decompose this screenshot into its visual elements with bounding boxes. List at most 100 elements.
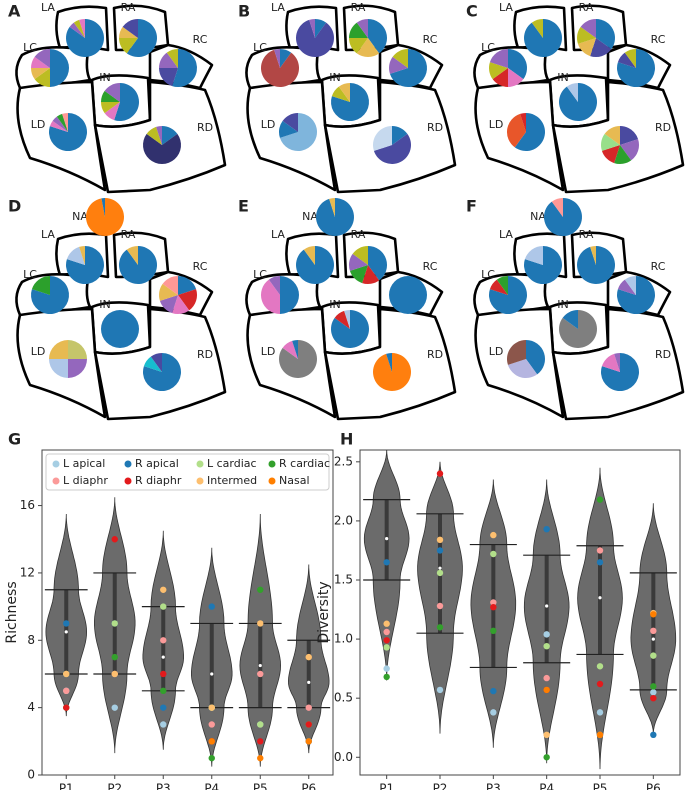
legend-marker [124,477,132,485]
pie-slice [261,279,280,314]
data-point [383,673,390,681]
lobe-label: RD [655,121,671,134]
pie-slice [373,353,412,391]
lobe-label: LD [261,118,276,131]
pie-slice [577,38,596,57]
lobe-label: RA [579,1,594,14]
pie-slice [79,19,85,38]
pie-slice [66,246,85,265]
lobe-label: RA [579,228,594,241]
data-point [160,687,167,695]
data-point [596,663,604,670]
pie-slice [280,276,299,314]
pie-slice [101,198,105,217]
pie-slice [489,49,508,68]
pie-slice [303,246,315,265]
data-point [436,624,444,631]
data-point [257,586,264,593]
pie-slice [601,133,620,151]
pie-slice [79,246,85,265]
lobe-label: RD [427,348,443,361]
data-point [490,531,497,539]
y-tick-label: 0.5 [334,691,353,705]
pie-slice [624,49,636,68]
pie-slice [368,246,387,281]
lobe-label: RD [655,348,671,361]
data-point [436,686,444,694]
lobe-label: IN [99,298,110,311]
data-point [650,683,657,690]
y-tick-label: 12 [20,565,35,579]
panel: D NA LA RA LC RC IN LD RD [8,197,227,421]
data-point [111,704,118,711]
lobe-label: IN [557,71,568,84]
pie-slice [126,19,157,57]
panel: E NA LA RA LC RC IN LD RD [238,197,457,421]
pie-slice [362,265,380,284]
pie-slice [268,276,280,295]
pie-slice [344,310,350,329]
pie-slice [31,276,50,295]
data-point [257,620,264,627]
pie-slice [156,126,162,145]
pie-slice [159,295,178,314]
pie-slice [279,120,298,138]
pie-slice [617,279,636,295]
panel-letter: F [466,197,477,216]
median-dot [258,663,262,668]
data-point [436,536,444,544]
pie-slice [329,198,335,217]
pie-slice [624,276,636,295]
plot-frame [41,449,334,776]
data-point [650,694,657,702]
data-point [160,586,167,593]
pie-slice [507,113,526,148]
data-point [63,704,70,711]
lobe-label: RA [351,1,366,14]
x-tick-label: P2 [107,782,122,790]
pie-slice [524,246,543,265]
pie-slice [101,102,120,114]
pie-slice [601,145,620,164]
data-point [111,653,118,661]
pie-slice [119,26,138,38]
pie-slice [52,116,68,132]
pie-slice [68,359,87,378]
y-tick-label: 16 [20,498,35,512]
pie-slice [73,19,85,38]
data-point [257,738,264,745]
pie-slice [614,353,620,372]
pie-slice [31,68,50,80]
panel-letter: H [340,430,353,449]
data-point [111,620,118,627]
pie-slice [68,340,87,359]
pie-slice [492,68,508,87]
pie-slice [356,38,380,58]
data-point [543,642,550,650]
data-point [63,670,70,678]
pie-slice [508,49,527,80]
median-dot [651,637,655,641]
pie-slice [114,83,139,122]
data-point [650,731,657,739]
pie-slice [562,310,578,329]
data-point [436,470,444,477]
data-point [596,680,604,688]
pie-slice [166,49,178,68]
pie-slice [143,356,162,372]
panel: B LA RA LC RC IN LD RD [238,1,457,194]
x-tick-label: P1 [59,782,74,790]
panel-letter: D [8,197,21,216]
data-point [208,754,215,762]
data-point [305,653,312,661]
lobe-label: LD [489,345,504,358]
x-tick-label: P4 [539,782,554,790]
pie-slice [280,49,292,68]
data-point [160,704,167,711]
lobe-label: RC [651,260,666,273]
pie-slice [617,52,636,68]
pie-slice [178,289,197,311]
data-point [160,721,167,728]
data-point [383,637,390,644]
data-point [543,525,550,533]
